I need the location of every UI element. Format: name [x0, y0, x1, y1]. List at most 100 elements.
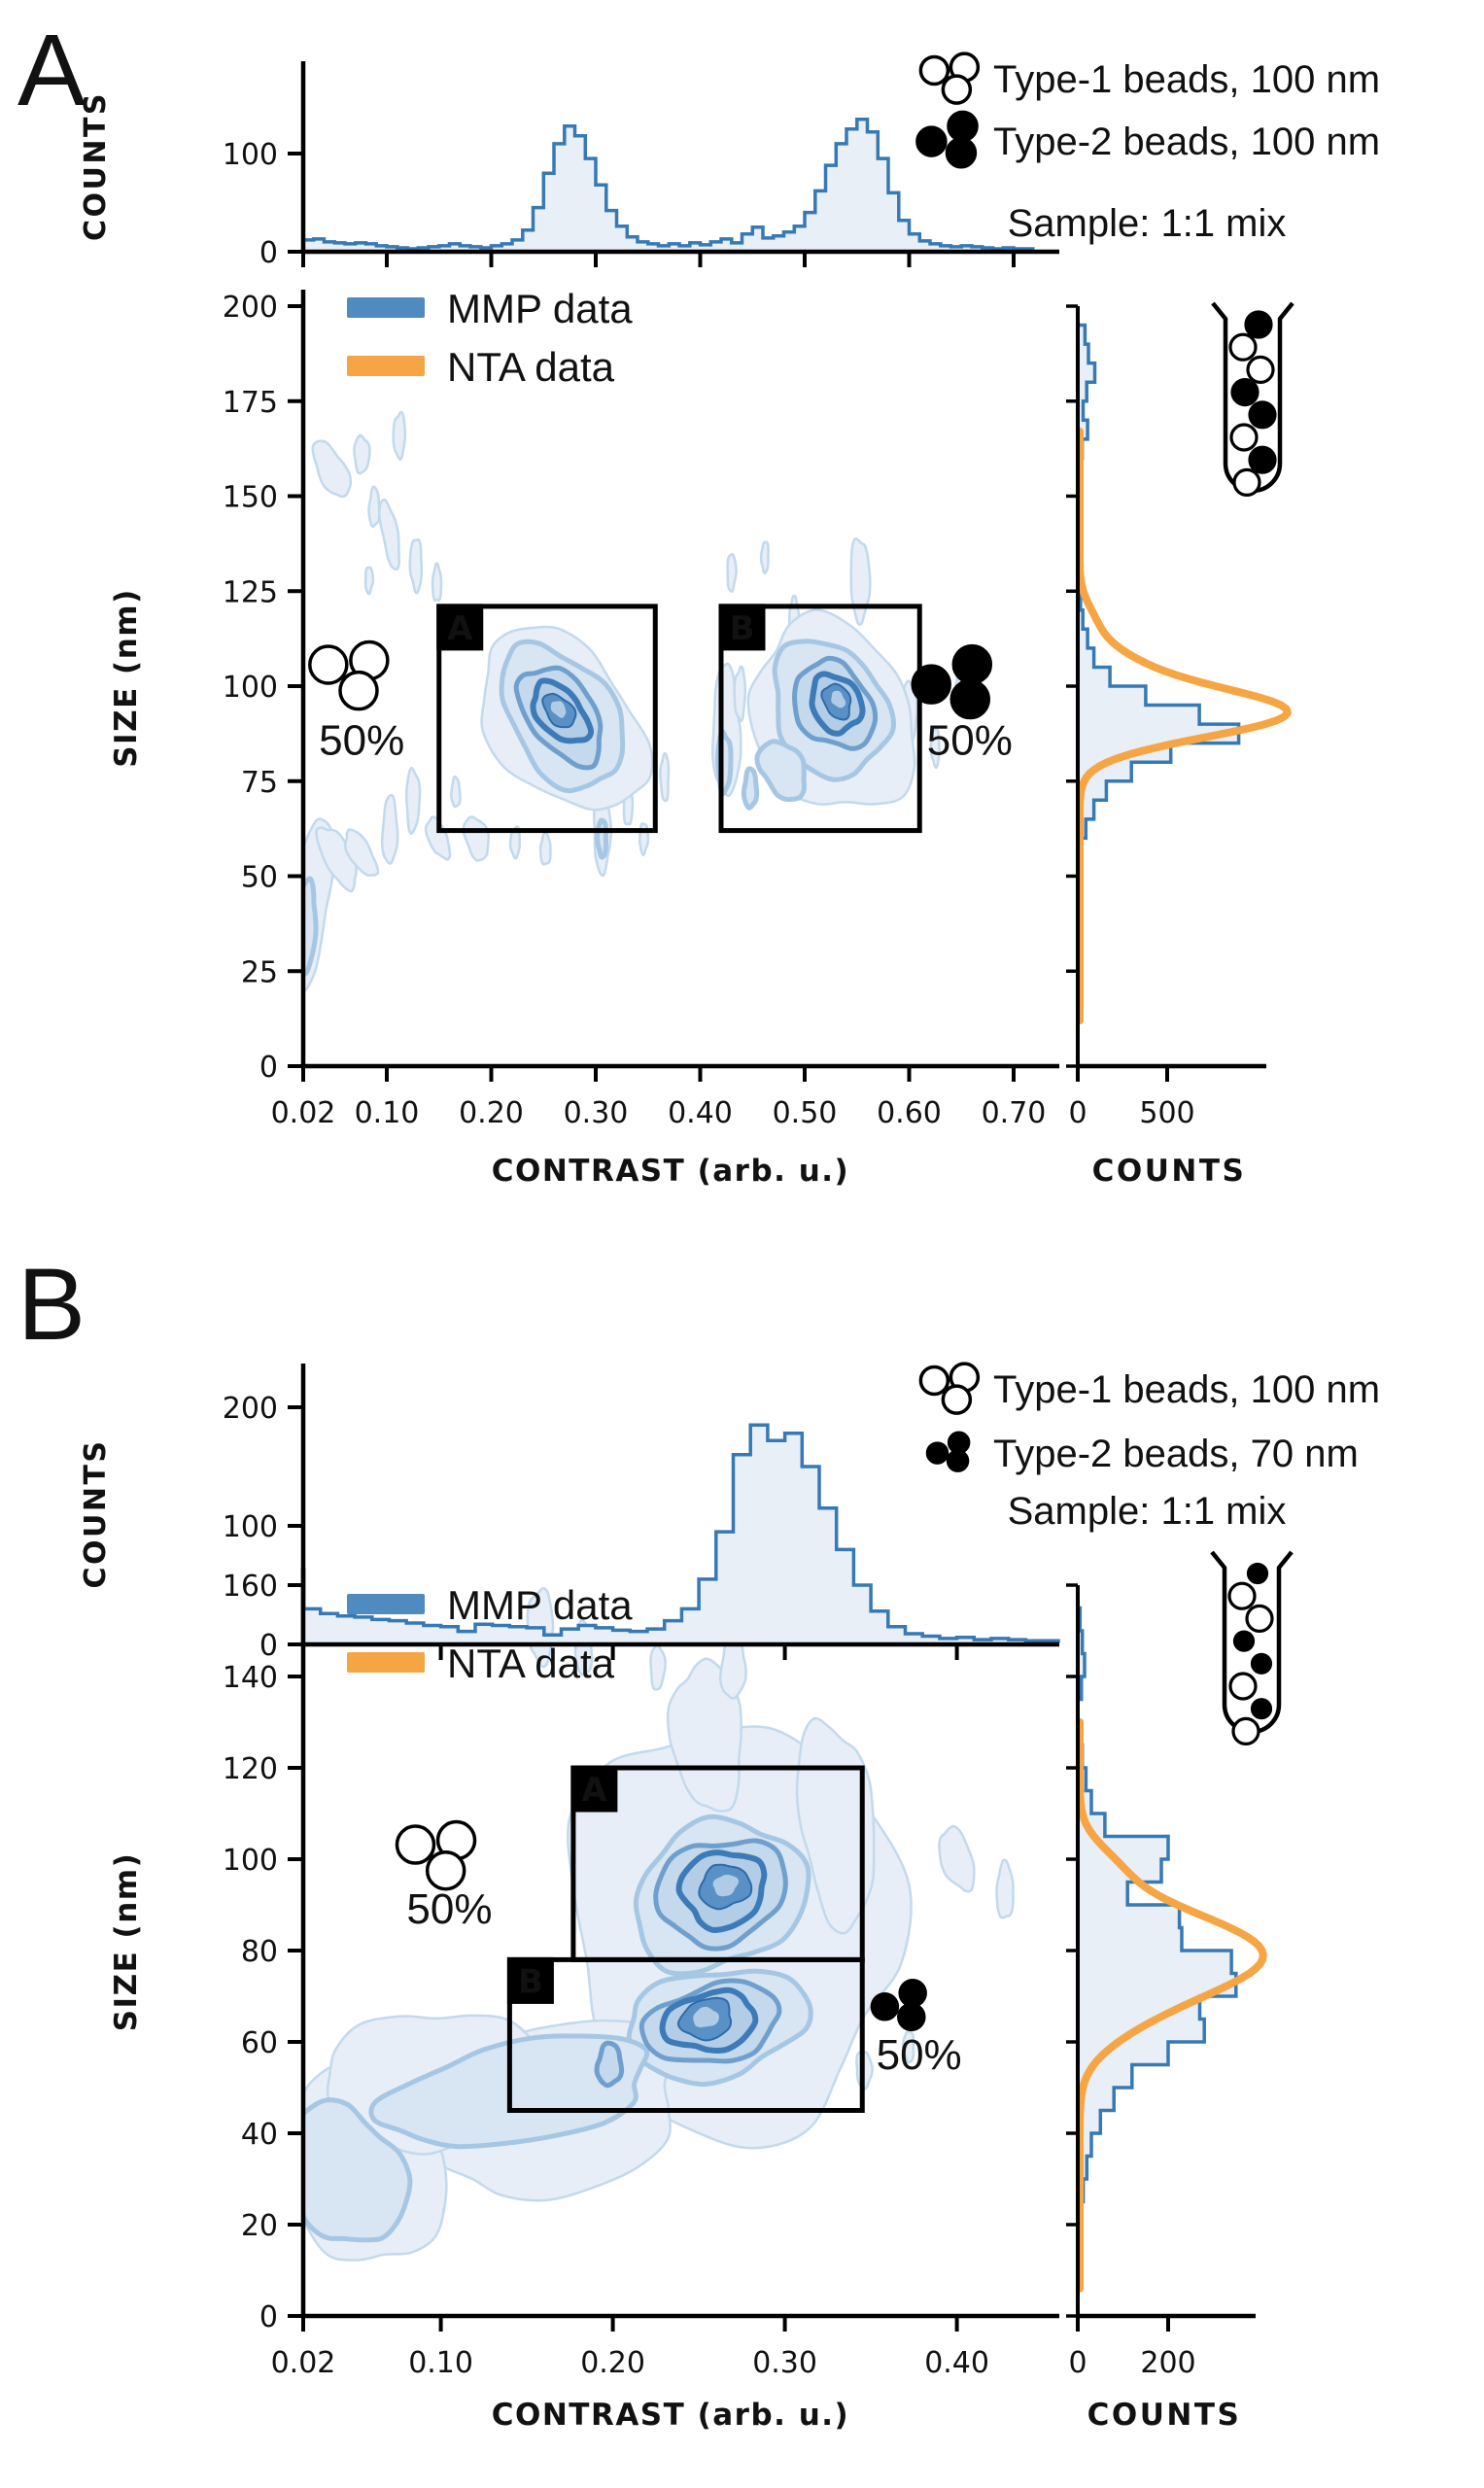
filled-bead-icon [947, 110, 979, 143]
y-axis-title: COUNTS [79, 91, 113, 241]
x-tick-label: 0.02 [271, 1096, 336, 1130]
y-tick-label: 120 [223, 1752, 278, 1786]
gate-a-label-box [570, 1765, 618, 1813]
y-tick-label: 60 [241, 2026, 278, 2060]
panel-letter: A [17, 14, 86, 127]
filled-bead-icon [1248, 445, 1277, 474]
open-bead-icon [395, 1824, 436, 1865]
contour-blob [377, 498, 401, 571]
y-tick-label: 0 [259, 1051, 278, 1085]
gate-b-label-box [506, 1956, 554, 2004]
filled-bead-icon [1250, 1698, 1273, 1720]
filled-bead-icon [945, 137, 978, 169]
y-tick-label: 140 [223, 1661, 278, 1695]
x-tick-label: 0.40 [924, 2346, 989, 2380]
gate-a-label: A [581, 1771, 607, 1810]
y-tick-label: 0 [259, 1629, 278, 1663]
legend-swatch [347, 1594, 425, 1614]
x-tick-label: 0.40 [668, 1096, 733, 1130]
bead-legend-label: Type-1 beads, 100 nm [993, 1368, 1380, 1411]
sample-label: Sample: 1:1 mix [1008, 1490, 1287, 1533]
contour-blob [311, 439, 353, 499]
legend-label: NTA data [447, 1641, 615, 1686]
contour-blob [712, 1874, 740, 1897]
contour-blob [995, 1858, 1015, 1919]
contour-blob [344, 828, 380, 877]
right-histogram: 0 500 COUNTS [1066, 304, 1292, 1189]
contour-blob [408, 538, 424, 595]
contour-blob [404, 766, 422, 835]
y-axis-title: SIZE (nm) [109, 1852, 144, 2032]
x-tick-label: 0.10 [355, 1096, 420, 1130]
gate-a-label: A [447, 609, 473, 648]
contour-blob [649, 1643, 667, 1691]
y-tick-label: 50 [241, 861, 278, 895]
open-bead-icon [1231, 1716, 1260, 1746]
contour-blob [450, 775, 462, 809]
contour-blob [849, 536, 872, 627]
filled-bead-icon [947, 1431, 971, 1455]
x-tick-label: 0.30 [752, 2346, 817, 2380]
y-tick-label: 20 [241, 2209, 278, 2243]
top-hist-fill [303, 119, 1035, 252]
open-bead-icon [918, 1365, 950, 1397]
top-histogram: 0 100 200 COUNTS [79, 1364, 1060, 1663]
y-tick-label: 75 [241, 766, 278, 800]
data-legend: MMP data NTA data [347, 286, 633, 390]
y-tick-label: 25 [241, 955, 278, 989]
density-contours [303, 410, 965, 995]
contour-blob [741, 766, 760, 811]
x-axis-title: CONTRAST (arb. u.) [492, 1154, 849, 1189]
contour-blob [538, 830, 552, 866]
contour-blob [424, 815, 452, 861]
contour-blob [693, 2006, 719, 2028]
x-tick-label: 0 [1068, 2346, 1087, 2380]
open-bead-icon [1229, 423, 1259, 452]
gate-b-box [718, 604, 922, 834]
y-tick-label: 160 [223, 1570, 278, 1604]
contour-blob [666, 1657, 742, 1813]
gate-b-label: B [730, 609, 755, 648]
contour-blob [659, 751, 671, 803]
open-bead-icon [941, 1384, 973, 1415]
contour-blob [938, 1824, 976, 1893]
legend-swatch [347, 297, 425, 318]
top-hist-fill [303, 1425, 1060, 1644]
y-axis-title: SIZE (nm) [109, 588, 144, 768]
open-bead-icon [1228, 1672, 1258, 1701]
contour-blob [550, 701, 567, 718]
contour-blob [367, 485, 381, 529]
open-bead-icon [425, 1849, 466, 1891]
x-axis-title: COUNTS [1087, 2398, 1242, 2433]
open-bead-icon [918, 54, 950, 86]
gate-a-label-box [436, 604, 484, 651]
gate-b-label-box [718, 604, 766, 651]
bead-legend-label: Type-1 beads, 100 nm [993, 58, 1380, 101]
y-tick-label: 175 [223, 386, 278, 420]
y-tick-label: 40 [241, 2118, 278, 2152]
contour-blob [363, 566, 375, 596]
filled-bead-icon [1230, 378, 1260, 407]
bead-type-legend: Type-1 beads, 100 nm Type-2 beads, 100 nm… [915, 52, 1380, 497]
contour-blob [392, 410, 407, 462]
y-axis-title: COUNTS [79, 1438, 113, 1588]
contour-blob [380, 793, 399, 865]
y-tick-label: 200 [223, 1392, 278, 1426]
open-bead-icon [941, 74, 973, 105]
sample-label: Sample: 1:1 mix [1008, 202, 1287, 245]
top-hist-steps [301, 1423, 1060, 1644]
y-tick-label: 0 [259, 236, 278, 270]
open-bead-icon [308, 644, 349, 685]
gate-a-box [436, 604, 658, 834]
bead-legend-label: Type-2 beads, 100 nm [993, 121, 1380, 163]
contour-blob [901, 2029, 915, 2064]
contour-blob [462, 815, 491, 862]
contour-blob [726, 552, 738, 593]
bead-legend-label: Type-2 beads, 70 nm [993, 1433, 1359, 1475]
y-tick-label: 80 [241, 1935, 278, 1969]
x-tick-label: 0.20 [459, 1096, 524, 1130]
